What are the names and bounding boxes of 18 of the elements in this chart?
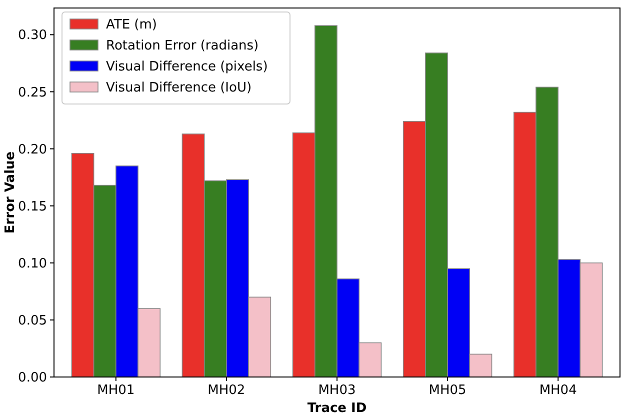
- y-axis-title: Error Value: [3, 151, 18, 234]
- legend-label: Visual Difference (IoU): [106, 80, 252, 96]
- x-tick-label: MH04: [539, 383, 577, 398]
- y-tick-label: 0.05: [18, 314, 47, 328]
- legend-label: Visual Difference (pixels): [106, 60, 268, 75]
- y-tick-label: 0.10: [18, 256, 47, 272]
- x-tick-label: MH03: [318, 383, 356, 398]
- y-tick-label: 0.00: [18, 370, 47, 386]
- y-tick-label: 0.15: [18, 199, 47, 214]
- x-tick-label: MH02: [208, 383, 246, 398]
- x-tick-label: MH05: [428, 383, 466, 398]
- x-tick-label: MH01: [97, 383, 135, 398]
- y-tick-label: 0.30: [18, 28, 47, 44]
- y-tick-label: 0.25: [18, 85, 47, 100]
- y-tick-label: 0.20: [18, 142, 47, 158]
- legend-label: Rotation Error (radians): [106, 38, 259, 54]
- legend-label: ATE (m): [106, 18, 157, 33]
- x-axis-title: Trace ID: [307, 401, 367, 416]
